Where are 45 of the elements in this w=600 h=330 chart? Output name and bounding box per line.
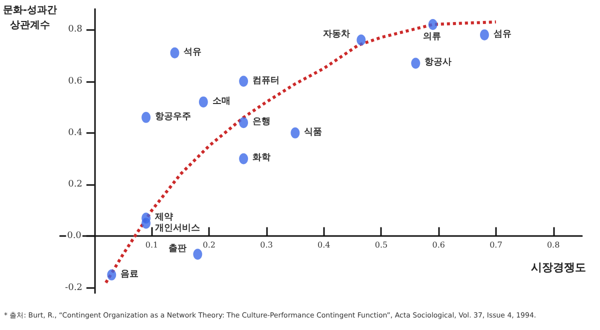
point xyxy=(142,218,151,229)
y-axis-title: 문화-성과간 상관계수 xyxy=(2,5,58,31)
y-tick-label: 0.6 xyxy=(68,76,83,86)
annotation: 음료 xyxy=(120,269,139,280)
x-tick-label: 0.4 xyxy=(318,240,330,250)
y-tick-label: 0.8 xyxy=(68,24,83,35)
point xyxy=(170,47,180,58)
annotation: 식품 xyxy=(304,127,322,138)
point xyxy=(198,96,208,108)
point xyxy=(290,127,300,138)
x-tick-label: 0.3 xyxy=(260,240,273,250)
x-tick-label: 0.5 xyxy=(374,240,388,250)
y-tick-label: -0.2 xyxy=(65,282,82,293)
point xyxy=(428,18,438,30)
annotation: 항공우주 xyxy=(155,112,192,122)
point xyxy=(142,112,151,123)
point xyxy=(239,117,248,128)
point xyxy=(411,58,420,69)
y-tick-label: 0.4 xyxy=(68,128,83,138)
annotation: 화학 xyxy=(252,153,271,164)
x-tick-label: 0.6 xyxy=(432,240,445,250)
point xyxy=(356,34,366,46)
annotation: 석유 xyxy=(184,47,202,58)
point xyxy=(193,248,202,260)
point xyxy=(107,269,116,280)
annotation: 섬유 xyxy=(493,29,512,40)
x-tick-label: 0.7 xyxy=(490,240,502,250)
annotation: 제약 xyxy=(154,212,174,223)
annotation: 출판 xyxy=(168,242,187,254)
annotation: 자동차 xyxy=(323,29,350,40)
annotation: 항공사 xyxy=(424,58,452,68)
point xyxy=(239,153,248,164)
annotation: 의류 xyxy=(422,32,441,42)
annotation: 개인서비스 xyxy=(155,224,200,234)
x-tick-label: 0.1 xyxy=(145,240,158,250)
y-tick-label: 0.2 xyxy=(68,180,82,190)
x-tick-label: 0.2 xyxy=(202,240,216,250)
annotation: 은행 xyxy=(252,117,271,128)
annotation: 컴퓨터 xyxy=(252,76,280,86)
y-tick-label: 0.0 xyxy=(67,231,82,242)
point xyxy=(480,29,489,40)
point xyxy=(239,76,248,87)
x-axis-title: 시장경쟁도 xyxy=(531,261,586,274)
annotation: 소매 xyxy=(212,96,230,106)
x-tick-label: 0.8 xyxy=(546,240,560,250)
